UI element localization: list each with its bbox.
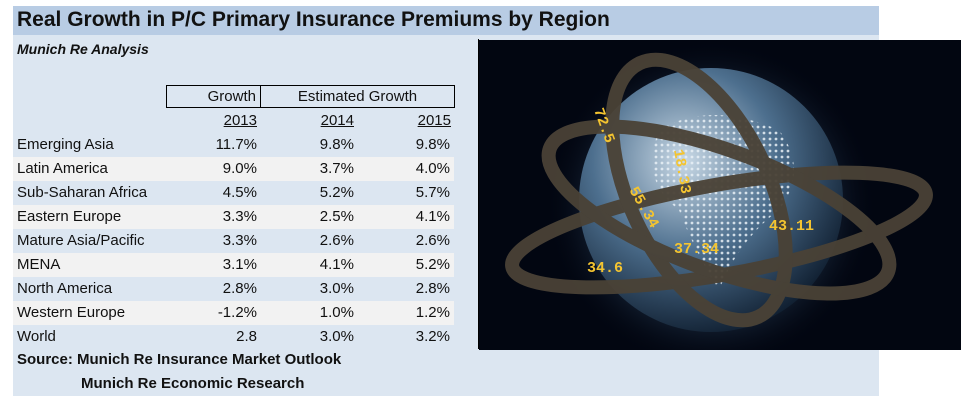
table-row: Western Europe -1.2% 1.0% 1.2%	[13, 301, 454, 325]
table-row: North America 2.8% 3.0% 2.8%	[13, 277, 454, 301]
value-2015: 9.8%	[415, 136, 450, 153]
value-2014: 2.5%	[319, 208, 354, 225]
value-2013: 4.5%	[222, 184, 257, 201]
value-2015: 5.2%	[415, 256, 450, 273]
year-2013: 2013	[223, 112, 257, 129]
value-2014: 3.0%	[319, 328, 354, 345]
value-2015: 3.2%	[415, 328, 450, 345]
value-2013: 3.3%	[222, 232, 257, 249]
value-2014: 5.2%	[319, 184, 354, 201]
subtitle: Munich Re Analysis	[17, 41, 149, 57]
ticker-number: 43.11	[769, 218, 814, 235]
value-2014: 1.0%	[319, 304, 354, 321]
value-2015: 2.6%	[415, 232, 450, 249]
value-2013: 9.0%	[222, 160, 257, 177]
value-2014: 2.6%	[319, 232, 354, 249]
divider	[478, 39, 479, 349]
table-row: Mature Asia/Pacific 3.3% 2.6% 2.6%	[13, 229, 454, 253]
table-row: Latin America 9.0% 3.7% 4.0%	[13, 157, 454, 181]
ticker-ribbons	[505, 52, 933, 328]
region-cell: North America	[17, 280, 113, 297]
value-2014: 9.8%	[319, 136, 354, 153]
value-2013: 11.7%	[215, 136, 257, 153]
year-2015: 2015	[417, 112, 451, 129]
value-2013: 3.3%	[222, 208, 257, 225]
header-growth: Growth	[166, 85, 261, 108]
value-2015: 1.2%	[415, 304, 450, 321]
value-2014: 3.0%	[319, 280, 354, 297]
globe-ticker-image: 37.34 43.11 34.6 55.34 72.5 18.33	[479, 40, 961, 370]
value-2013: 2.8	[236, 328, 257, 345]
value-2015: 4.0%	[415, 160, 450, 177]
table-row: World 2.8 3.0% 3.2%	[13, 325, 454, 349]
page-title: Real Growth in P/C Primary Insurance Pre…	[17, 8, 610, 31]
header-estimated-growth: Estimated Growth	[260, 85, 455, 108]
value-2013: -1.2%	[217, 304, 257, 321]
value-2015: 5.7%	[415, 184, 450, 201]
region-cell: Western Europe	[17, 304, 126, 321]
value-2014: 4.1%	[319, 256, 354, 273]
value-2013: 2.8%	[222, 280, 257, 297]
region-cell: Latin America	[17, 160, 108, 177]
ticker-number: 34.6	[587, 260, 623, 277]
year-2014: 2014	[320, 112, 354, 129]
table-row: Eastern Europe 3.3% 2.5% 4.1%	[13, 205, 454, 229]
region-cell: Mature Asia/Pacific	[17, 232, 145, 249]
source-line-2: Munich Re Economic Research	[81, 375, 305, 392]
title-bar: Real Growth in P/C Primary Insurance Pre…	[13, 6, 879, 35]
ticker-number: 37.34	[674, 241, 719, 258]
region-cell: Emerging Asia	[17, 136, 114, 153]
region-cell: Sub-Saharan Africa	[17, 184, 148, 201]
region-cell: Eastern Europe	[17, 208, 122, 225]
table-row: Emerging Asia 11.7% 9.8% 9.8%	[13, 133, 454, 157]
table-row: MENA 3.1% 4.1% 5.2%	[13, 253, 454, 277]
value-2015: 4.1%	[415, 208, 450, 225]
region-cell: World	[17, 328, 56, 345]
source-line-1: Source: Munich Re Insurance Market Outlo…	[17, 351, 342, 368]
value-2013: 3.1%	[222, 256, 257, 273]
value-2014: 3.7%	[319, 160, 354, 177]
region-cell: MENA	[17, 256, 61, 273]
table-row: Sub-Saharan Africa 4.5% 5.2% 5.7%	[13, 181, 454, 205]
value-2015: 2.8%	[415, 280, 450, 297]
